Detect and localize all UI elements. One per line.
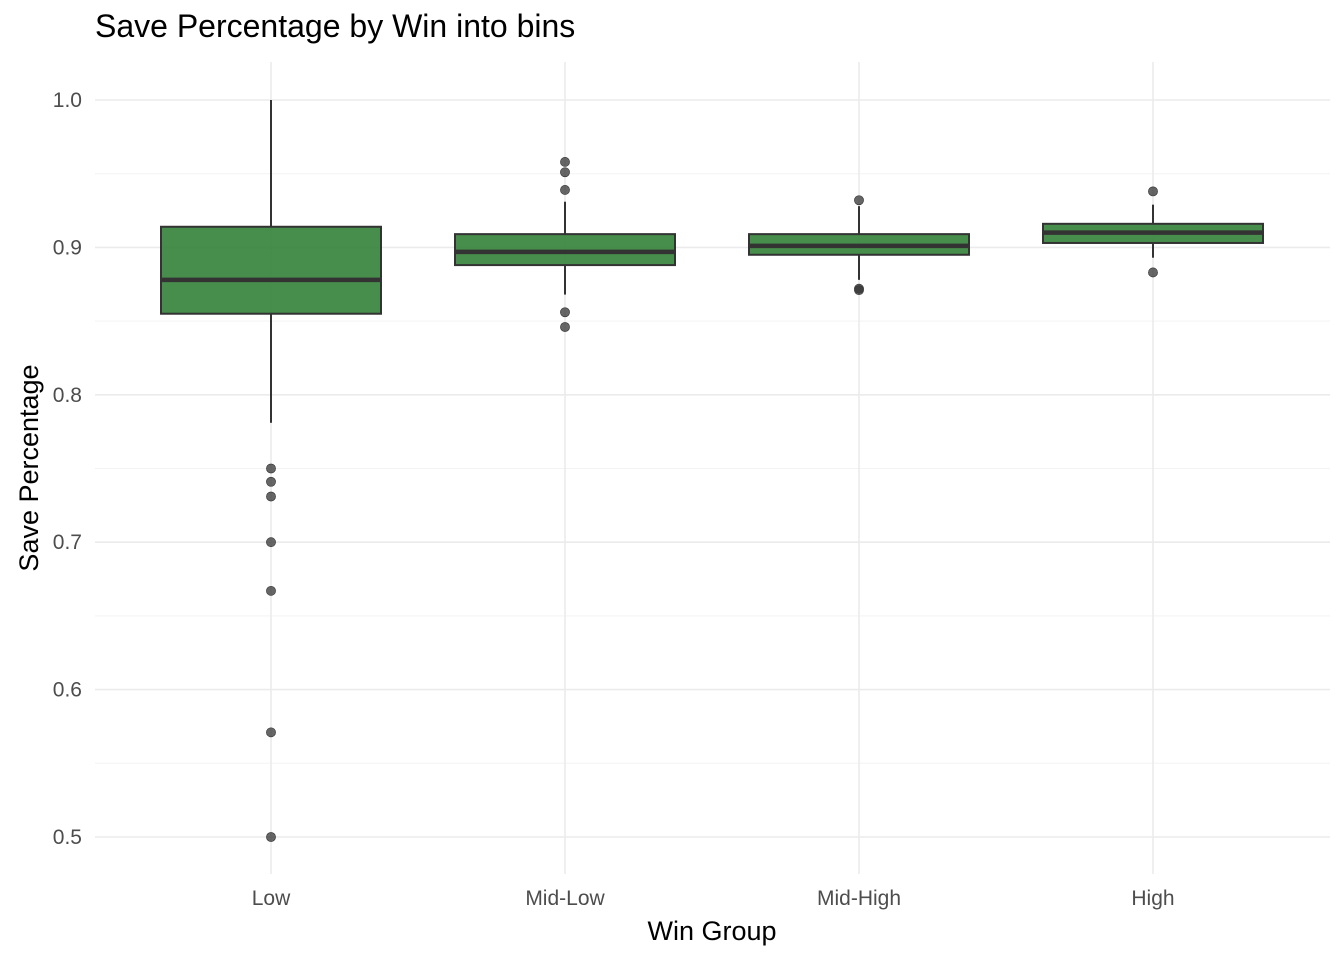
y-tick-label: 0.9 — [53, 236, 82, 259]
outlier-point — [1148, 267, 1158, 278]
outlier-point — [266, 727, 276, 738]
y-axis-ticks: 0.5 0.6 0.7 0.8 0.9 1.0 — [53, 89, 82, 849]
y-axis-title: Save Percentage — [14, 364, 44, 571]
box-high — [1042, 186, 1264, 278]
y-tick-label: 0.6 — [53, 679, 82, 702]
outlier-point — [266, 537, 276, 548]
outlier-point — [266, 585, 276, 596]
outlier-point — [854, 285, 864, 296]
outlier-point — [560, 322, 570, 332]
x-tick-label: Low — [252, 887, 291, 910]
y-tick-label: 0.5 — [53, 826, 82, 849]
y-tick-label: 1.0 — [53, 89, 82, 112]
box-mid-high — [748, 195, 970, 296]
iqr-box — [160, 225, 382, 315]
outlier-point — [560, 185, 570, 195]
x-axis-title: Win Group — [647, 916, 776, 946]
outlier-point — [560, 307, 570, 318]
y-tick-label: 0.8 — [53, 384, 82, 407]
outlier-point — [560, 157, 570, 167]
x-tick-label: High — [1131, 887, 1174, 910]
outlier-point — [266, 476, 276, 487]
outlier-point — [266, 832, 276, 842]
outlier-point — [560, 167, 570, 178]
outlier-point — [854, 195, 864, 206]
x-tick-label: Mid-High — [817, 887, 901, 910]
x-tick-label: Mid-Low — [525, 887, 605, 910]
box-series — [160, 100, 1264, 842]
minor-gridlines — [95, 173, 1330, 764]
major-gridlines — [95, 62, 1330, 874]
y-tick-label: 0.7 — [53, 531, 82, 554]
box-mid-low — [454, 157, 676, 332]
x-axis-ticks: Low Mid-Low Mid-High High — [252, 887, 1175, 910]
outlier-point — [1148, 186, 1158, 197]
box-low — [160, 100, 382, 842]
outlier-point — [266, 463, 276, 474]
outlier-point — [266, 491, 276, 502]
chart-title: Save Percentage by Win into bins — [95, 8, 576, 44]
